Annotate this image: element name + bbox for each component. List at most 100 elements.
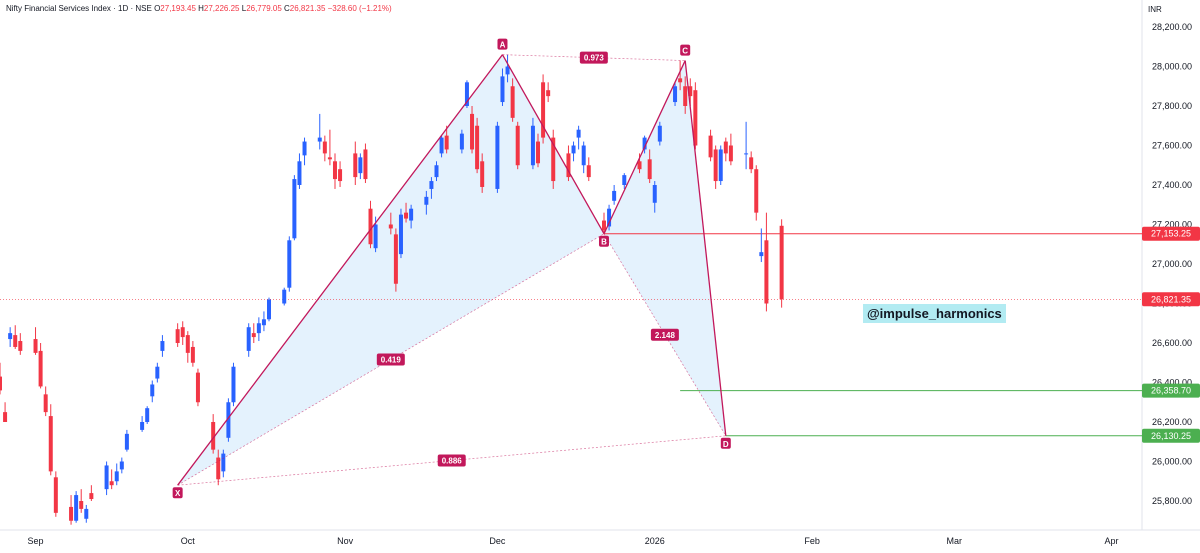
candle-body [3,412,8,422]
candle [119,457,124,474]
pattern-point-badge [598,235,609,247]
candle-body [332,161,337,180]
candle [546,82,551,103]
candle [393,228,398,292]
x-tick-label: 2026 [645,536,665,546]
candle-body [74,495,79,521]
candle-body [647,159,652,180]
candle-body [581,145,586,166]
candle-body [510,86,515,118]
candle-body [155,366,160,379]
pattern-point-label: D [723,440,729,449]
candle [221,449,226,478]
y-tick-label: 26,400.00 [1152,378,1192,388]
candle-body [429,181,434,189]
candle [190,341,195,367]
candle [282,287,287,306]
candle [652,181,657,213]
change-value: −328.60 (−1.21%) [327,4,392,13]
candle [155,362,160,383]
ratio-label: 0.419 [381,355,402,364]
candle [292,175,297,241]
candle [495,121,500,193]
candle-body [175,329,180,343]
price-line-badge [1142,383,1200,398]
candle-body [404,212,409,219]
candle [231,362,236,407]
candle-body [749,157,754,170]
price-line-label: 26,821.35 [1151,294,1191,304]
candle-body [8,333,13,340]
candle-body [251,333,256,338]
candle-body [424,196,429,205]
candle-body [551,137,556,182]
candle [718,145,723,185]
candle [358,153,363,180]
candle-body [287,240,292,288]
candle-body [317,137,322,142]
candle-body [723,141,728,154]
candle [470,106,475,154]
candle [505,54,510,83]
ratio-badge [579,51,608,64]
candle-body [79,501,84,509]
candle-body [459,133,464,150]
candle-body [495,125,500,189]
y-tick-label: 28,200.00 [1152,22,1192,32]
candle [759,228,764,263]
candle [353,141,358,185]
candle [571,141,576,162]
pattern-point-badge [720,437,731,449]
candle [551,129,556,189]
candle [779,219,784,308]
y-tick-label: 25,800.00 [1152,496,1192,506]
candle [530,117,535,170]
candle [332,153,337,189]
candle [683,76,688,114]
y-tick-label: 27,800.00 [1152,101,1192,111]
candle [84,504,89,523]
candle [464,80,469,108]
candle-body [221,453,226,472]
candle [500,68,505,106]
candle [160,335,165,357]
candle [33,327,38,355]
candle [409,204,414,229]
candle-body [728,145,733,162]
x-tick-label: Dec [489,536,506,546]
candle [744,121,749,170]
candle-body [530,125,535,166]
candle-body [322,141,327,154]
open-value: 27,193.45 [160,4,196,13]
candle [79,489,84,513]
candle [13,325,18,349]
candle [185,331,190,363]
candle-body [363,149,368,180]
low-value: 26,779.05 [246,4,282,13]
candle-body [292,179,297,239]
candle [601,212,606,235]
candle [439,135,444,158]
candle-body [657,125,662,142]
candle-body [434,165,439,178]
candle-body [464,82,469,106]
y-tick-label: 26,200.00 [1152,417,1192,427]
candle [693,82,698,150]
candle-body [673,86,678,103]
candle-body [678,78,683,83]
candle-body [393,234,398,284]
diag-xb [177,233,605,486]
candle-body [124,433,129,450]
candle [38,343,43,389]
candle-body [114,471,119,482]
candle-body [652,185,657,203]
candle [3,402,8,422]
candle [140,416,145,432]
leg-cd [684,60,727,436]
candle-body [536,141,541,164]
pattern-xab-fill [177,54,604,486]
candle [53,471,58,517]
candle [657,121,662,146]
